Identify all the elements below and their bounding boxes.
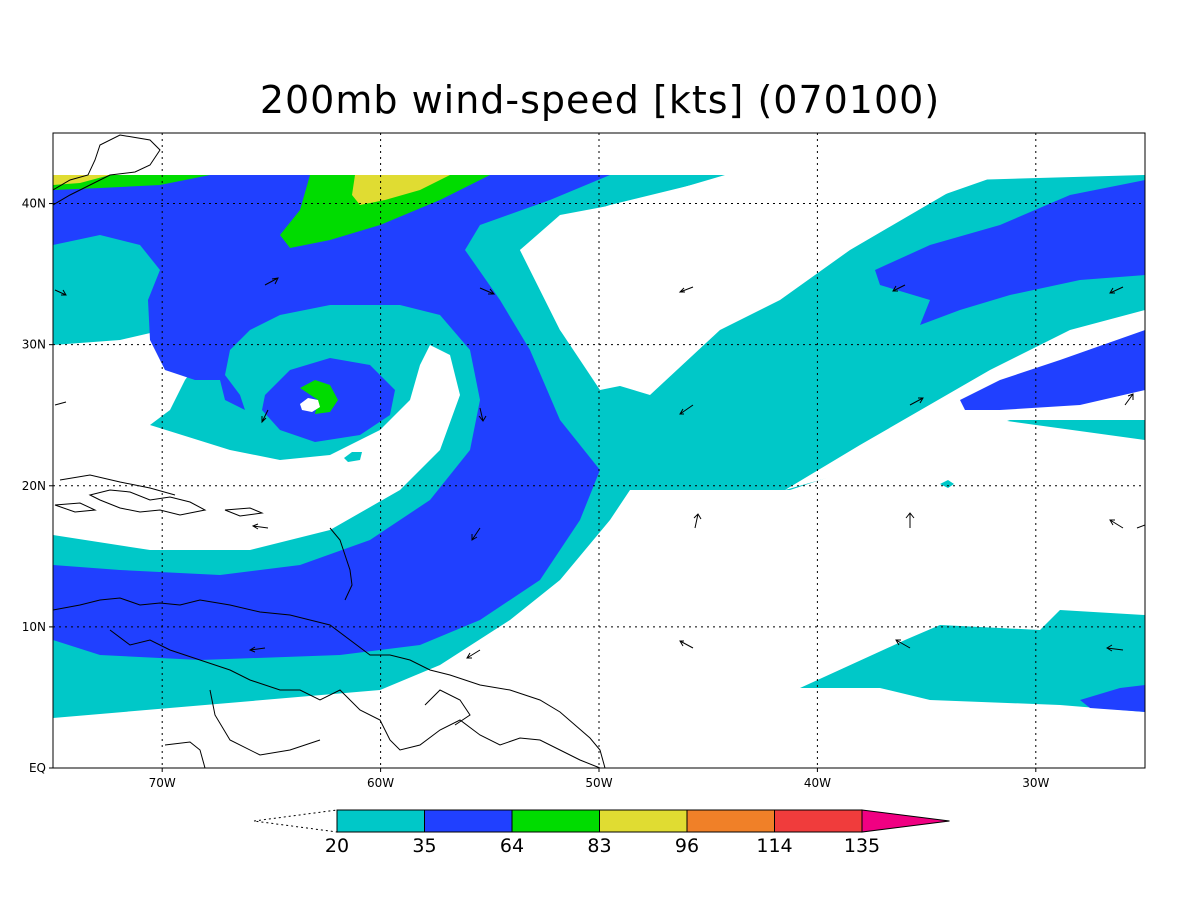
speed-band-below-20 xyxy=(520,175,1000,390)
legend-level-label: 135 xyxy=(844,835,880,857)
legend-under-arrow xyxy=(253,809,338,833)
coastline-puerto-rico xyxy=(224,507,264,517)
wind-arrow xyxy=(679,640,694,649)
coastline-inland xyxy=(109,629,601,768)
graticule xyxy=(53,133,1145,768)
legend-level-label: 20 xyxy=(325,835,349,857)
lon-label: 60W xyxy=(367,776,394,790)
speed-band-64 xyxy=(280,175,490,248)
wind-arrow xyxy=(479,287,496,295)
legend-level-label: 64 xyxy=(500,835,524,857)
wind-arrow xyxy=(466,649,481,659)
wind-arrow xyxy=(54,289,67,296)
wind-vectors xyxy=(54,277,1146,659)
legend-swatch xyxy=(686,809,775,833)
coastline-hispaniola xyxy=(88,489,207,516)
wind-arrow xyxy=(1109,519,1124,529)
map-title: 200mb wind-speed [kts] (070100) xyxy=(259,78,941,122)
speed-band-20 xyxy=(344,452,362,462)
speed-band-64 xyxy=(300,380,338,414)
wind-arrow xyxy=(892,284,906,292)
coastlines xyxy=(53,134,606,768)
lat-label: EQ xyxy=(29,761,46,775)
lon-label: 30W xyxy=(1022,776,1049,790)
legend-swatch xyxy=(774,809,863,833)
coastline-inland xyxy=(164,741,206,768)
color-legend: 20 35 64 83 96 114 135 xyxy=(253,809,950,857)
wind-arrow xyxy=(1136,524,1146,529)
legend-level-label: 96 xyxy=(675,835,699,857)
wind-arrow xyxy=(478,407,487,422)
legend-level-label: 83 xyxy=(587,835,611,857)
speed-band-20 xyxy=(800,610,1145,712)
wind-arrow xyxy=(905,512,915,528)
speed-band-83 xyxy=(53,175,110,185)
wind-arrow xyxy=(264,277,279,286)
lon-label: 50W xyxy=(585,776,612,790)
speed-band-35 xyxy=(53,175,610,660)
coastline-north-america xyxy=(53,134,161,206)
legend-over-arrow xyxy=(861,809,950,833)
coastline-cuba xyxy=(59,474,176,496)
legend-level-label: 114 xyxy=(756,835,792,857)
legend-swatch xyxy=(599,809,688,833)
speed-band-35 xyxy=(1080,685,1145,712)
legend-level-label: 35 xyxy=(412,835,436,857)
wind-arrow xyxy=(679,404,694,415)
wind-arrow xyxy=(261,409,269,424)
coastline-jamaica xyxy=(54,502,97,513)
speed-band-20 xyxy=(940,480,954,488)
coastline-south-america xyxy=(53,597,606,768)
longitude-labels: 70W 60W 50W 40W 30W xyxy=(149,768,1049,790)
wind-arrow xyxy=(909,397,924,406)
lat-label: 20N xyxy=(22,479,46,493)
speed-band-35 xyxy=(960,330,1145,410)
coastline-inland xyxy=(424,689,471,726)
wind-arrow xyxy=(895,639,911,649)
wind-arrow xyxy=(251,523,269,530)
wind-arrow xyxy=(471,527,481,541)
coastline-inland xyxy=(209,689,321,756)
wind-arrow xyxy=(54,401,67,406)
hurricane-eye xyxy=(300,398,320,412)
speed-band-below-20 xyxy=(53,325,460,550)
wind-arrow xyxy=(1124,393,1134,406)
wind-arrow xyxy=(248,646,266,653)
lat-label: 30N xyxy=(22,338,46,352)
legend-swatch xyxy=(336,809,425,833)
speed-band-83 xyxy=(352,175,450,205)
wind-arrow xyxy=(1109,286,1124,294)
lon-label: 40W xyxy=(804,776,831,790)
lat-label: 10N xyxy=(22,620,46,634)
latitude-labels: 40N 30N 20N 10N EQ xyxy=(22,197,53,775)
lat-label: 40N xyxy=(22,197,46,211)
legend-swatch xyxy=(424,809,513,833)
wind-arrow xyxy=(1106,644,1124,652)
speed-band-35 xyxy=(875,180,1145,325)
lon-label: 70W xyxy=(149,776,176,790)
coastline-lesser-antilles xyxy=(329,527,353,601)
wind-arrow xyxy=(678,286,694,293)
legend-swatch xyxy=(511,809,600,833)
wind-arrow xyxy=(693,513,702,529)
